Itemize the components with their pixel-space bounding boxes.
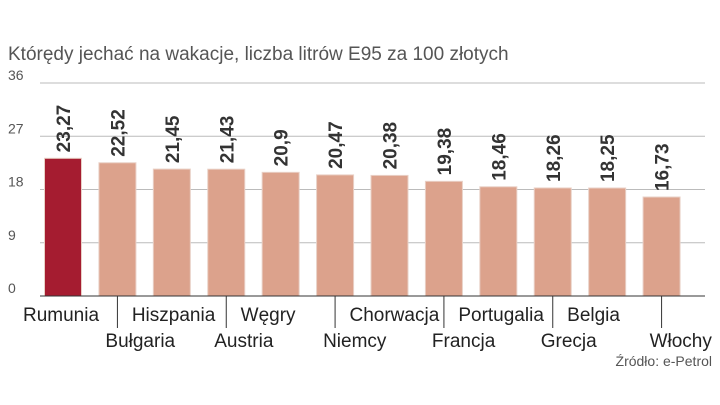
category-label: Niemcy (323, 331, 387, 352)
data-label: 23,27 (54, 105, 75, 153)
bar (44, 157, 82, 297)
bar (370, 174, 409, 297)
data-label: 18,26 (544, 134, 565, 182)
category-label: Belgia (567, 305, 620, 326)
bar (261, 171, 300, 297)
bar (207, 168, 246, 297)
category-label: Francja (432, 331, 496, 352)
category-labels: Rumunia Bułgaria Hiszpania Austria Węgry Niem… (23, 305, 712, 352)
category-label: Chorwacja (350, 305, 440, 326)
category-label: Portugalia (458, 305, 544, 326)
bar (152, 168, 191, 297)
label-connectors (116, 296, 663, 328)
bar (588, 187, 627, 297)
bar (424, 180, 463, 297)
chart-title: Którędy jechać na wakacje, liczba litrów… (8, 44, 509, 65)
data-label: 20,47 (326, 121, 347, 169)
bar (316, 174, 355, 297)
y-tick-label: 0 (8, 280, 16, 296)
data-label: 20,9 (272, 129, 293, 166)
category-label: Włochy (650, 331, 713, 352)
data-label: 21,45 (163, 115, 184, 163)
data-label: 18,25 (598, 134, 619, 182)
y-tick-label: 36 (8, 67, 24, 83)
category-label: Bułgaria (105, 331, 175, 352)
bar (642, 196, 681, 297)
data-label: 20,38 (381, 122, 402, 170)
data-label: 22,52 (108, 109, 129, 157)
category-label: Węgry (241, 305, 296, 326)
data-label: 19,38 (435, 128, 456, 176)
y-axis-ticks: 0 9 18 27 36 (8, 67, 24, 296)
data-label: 21,43 (217, 116, 238, 164)
bar (98, 162, 137, 297)
bar (533, 187, 572, 297)
y-tick-label: 18 (8, 174, 24, 190)
y-tick-label: 9 (8, 227, 16, 243)
value-labels: 23,27 22,52 21,45 21,43 20,9 20,47 20,38 19,38 1… (54, 105, 674, 191)
data-label: 18,46 (489, 133, 510, 181)
category-label: Rumunia (23, 305, 99, 326)
category-label: Hiszpania (132, 305, 216, 326)
category-label: Grecja (541, 331, 597, 352)
data-label: 16,73 (653, 143, 674, 191)
category-label: Austria (214, 331, 274, 352)
bar (479, 186, 518, 297)
bars (44, 157, 681, 297)
y-tick-label: 27 (8, 120, 24, 136)
source-note: Źródło: e-Petrol (616, 353, 712, 369)
